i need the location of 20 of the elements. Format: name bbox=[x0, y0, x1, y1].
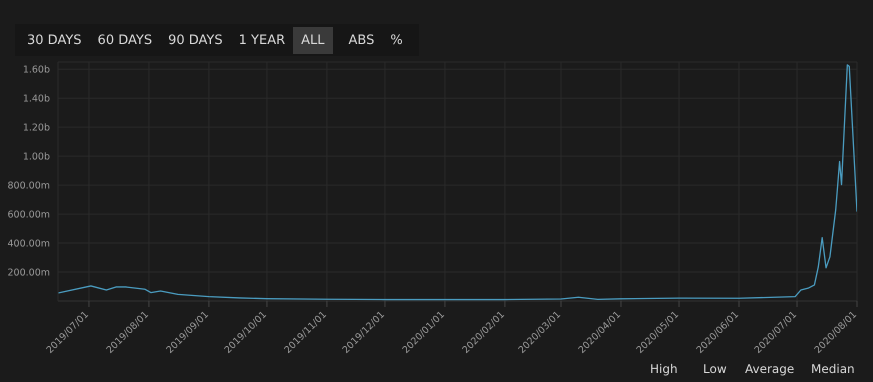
y-tick-label: 1.00b bbox=[22, 152, 50, 163]
y-tick-label: 600.00m bbox=[8, 209, 50, 220]
text: 90 DAYS bbox=[167, 32, 224, 50]
text: High bbox=[650, 362, 678, 376]
text: % bbox=[389, 32, 404, 50]
text: Low bbox=[703, 362, 727, 376]
text: Median bbox=[811, 362, 855, 376]
text: ALL bbox=[293, 26, 333, 54]
text: ABS bbox=[348, 32, 376, 50]
text: 1 YEAR bbox=[238, 32, 286, 50]
text: 30 DAYS bbox=[26, 32, 83, 50]
text: Average bbox=[745, 362, 794, 376]
line-series bbox=[58, 64, 857, 300]
y-tick-label: 1.40b bbox=[22, 94, 50, 105]
text: 60 DAYS bbox=[96, 32, 154, 50]
y-tick-label: 1.60b bbox=[22, 64, 50, 76]
y-tick-label: 200.00m bbox=[8, 267, 50, 278]
y-tick-label: 400.00m bbox=[8, 238, 50, 250]
y-tick-label: 1.20b bbox=[22, 122, 50, 134]
y-tick-label: 800.00m bbox=[8, 180, 50, 192]
